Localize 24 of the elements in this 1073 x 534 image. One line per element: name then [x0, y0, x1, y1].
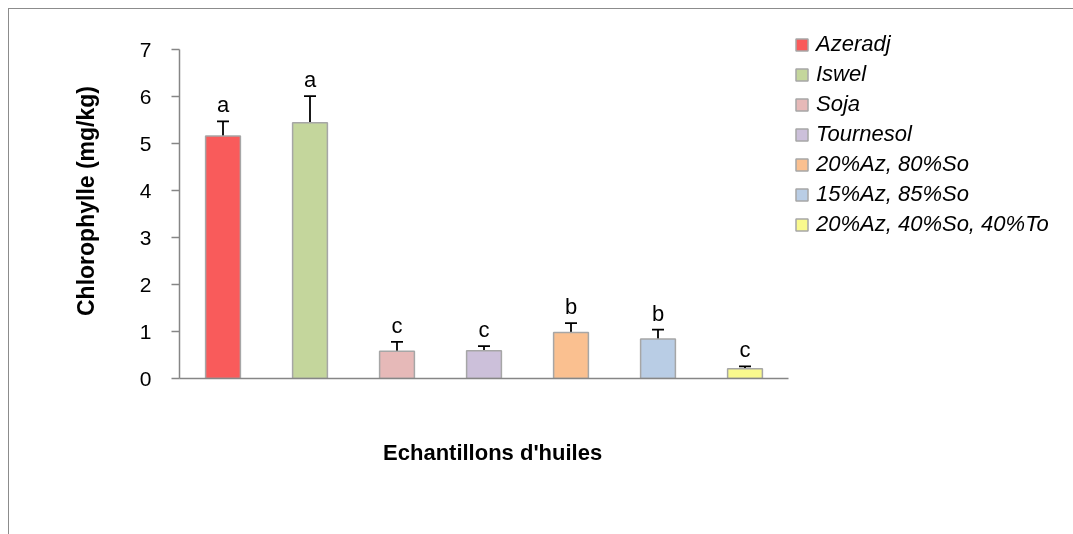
data-label: a: [303, 67, 317, 93]
legend-label: Tournesol: [816, 121, 912, 147]
legend-label: Soja: [816, 91, 861, 117]
y-tick-label: 0: [139, 366, 152, 390]
legend-label: 20%Az, 40%So, 40%To: [816, 211, 1049, 237]
y-tick-label: 7: [139, 37, 152, 61]
y-tick-label: 5: [139, 131, 152, 155]
y-tick-label: 2: [139, 272, 152, 296]
legend-label: Azeradj: [816, 31, 891, 57]
y-tick-label: 3: [139, 225, 152, 249]
data-label: c: [478, 317, 490, 343]
y-tick-label: 1: [139, 319, 152, 343]
data-label: b: [651, 300, 665, 326]
y-axis-title: Chlorophylle (mg/kg): [72, 86, 99, 316]
legend-label: Iswel: [816, 61, 867, 87]
data-label: a: [216, 92, 230, 118]
x-axis-title: Echantillons d'huiles: [383, 439, 603, 465]
data-label: b: [564, 294, 578, 320]
data-label: c: [739, 337, 751, 363]
legend-label: 15%Az, 85%So: [816, 181, 969, 207]
y-tick-label: 6: [139, 84, 152, 108]
y-tick-label: 4: [139, 178, 152, 202]
legend-label: 20%Az, 80%So: [816, 151, 969, 177]
data-label: c: [391, 312, 403, 338]
